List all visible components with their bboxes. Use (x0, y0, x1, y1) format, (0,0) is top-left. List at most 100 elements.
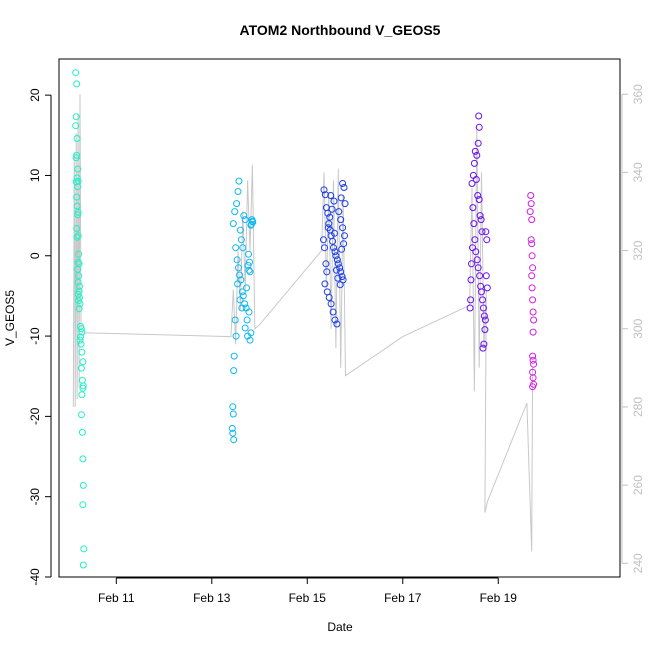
data-point (79, 501, 87, 509)
data-point (480, 312, 488, 320)
data-point (470, 159, 478, 167)
data-point (230, 352, 238, 360)
data-point (338, 273, 346, 281)
y2-tick-label: 280 (631, 397, 645, 417)
data-point (241, 216, 249, 224)
data-point (73, 233, 81, 241)
data-point (232, 244, 240, 252)
data-point (78, 376, 86, 384)
data-point (529, 352, 537, 360)
data-point (240, 212, 248, 220)
y-tick-label: -30 (28, 488, 42, 506)
x-tick-label: Feb 17 (384, 591, 422, 605)
data-point (323, 288, 331, 296)
data-point (339, 180, 347, 187)
data-point (323, 268, 331, 276)
plot-box (58, 58, 621, 578)
data-point (530, 360, 538, 368)
data-point (74, 278, 82, 286)
y-tick-label: -20 (28, 407, 42, 425)
data-point (321, 191, 329, 199)
y-axis-label: V_GEOS5 (3, 290, 17, 346)
data-point (529, 328, 537, 336)
data-point (243, 284, 251, 292)
trace-line (72, 94, 534, 552)
data-point (235, 177, 243, 185)
data-point (528, 252, 536, 260)
data-point (475, 112, 483, 120)
data-point (481, 316, 489, 324)
data-point (482, 228, 490, 236)
series-flight-5 (526, 192, 538, 391)
data-point (466, 304, 474, 312)
data-point (340, 184, 348, 191)
data-point (72, 122, 80, 130)
data-point (338, 245, 346, 253)
data-point (339, 224, 347, 232)
data-point (320, 236, 327, 244)
data-point (527, 192, 535, 199)
data-point (331, 248, 339, 256)
data-point (480, 340, 488, 348)
scatter-points (72, 69, 538, 569)
data-point (233, 256, 241, 264)
data-point (528, 284, 536, 292)
data-point (77, 333, 84, 341)
data-point (73, 135, 81, 142)
y2-tick-label: 360 (631, 84, 645, 104)
data-point (331, 316, 339, 324)
y-tick-label: -10 (28, 327, 42, 345)
data-point (74, 165, 82, 173)
data-point (237, 236, 245, 244)
data-point (229, 410, 237, 418)
data-point (233, 200, 241, 208)
data-point (76, 336, 84, 344)
data-point (72, 154, 80, 162)
data-point (329, 308, 337, 316)
data-point (72, 69, 80, 77)
y2-tick-label: 340 (631, 162, 645, 182)
data-point (74, 258, 82, 266)
data-point (469, 244, 476, 252)
data-point (474, 192, 482, 199)
series-flight-4 (466, 112, 491, 352)
y-tick-label: 10 (28, 168, 42, 182)
data-point (75, 305, 83, 313)
data-point (334, 260, 342, 268)
y-tick-label: -40 (28, 568, 42, 586)
data-point (243, 316, 251, 324)
data-point (246, 336, 254, 344)
data-point (476, 212, 484, 220)
data-point (79, 384, 87, 392)
data-point (76, 282, 83, 290)
data-point (529, 264, 537, 272)
data-point (328, 205, 336, 213)
data-point (73, 202, 81, 210)
data-point (228, 424, 236, 432)
data-point (481, 326, 489, 334)
data-point (236, 296, 244, 304)
data-point (234, 280, 242, 288)
data-point (238, 304, 246, 312)
x-tick-label: Feb 13 (193, 591, 231, 605)
x-axis: Feb 11 Feb 13 Feb 15 Feb 17 Feb 19 (98, 577, 517, 605)
data-point (229, 403, 237, 411)
data-point (236, 226, 244, 234)
data-point (238, 288, 246, 296)
data-point (528, 216, 536, 224)
data-point (231, 316, 239, 324)
data-point (337, 268, 345, 276)
data-point (74, 265, 82, 273)
data-point (479, 344, 487, 352)
data-point (529, 383, 537, 391)
data-point (529, 308, 537, 316)
data-point (341, 200, 349, 208)
data-point (75, 272, 83, 280)
data-point (244, 261, 252, 269)
data-point (469, 171, 477, 179)
data-point (529, 356, 537, 364)
data-point (331, 229, 338, 237)
y-tick-label: 0 (28, 252, 42, 259)
series-flight-3 (320, 180, 349, 328)
